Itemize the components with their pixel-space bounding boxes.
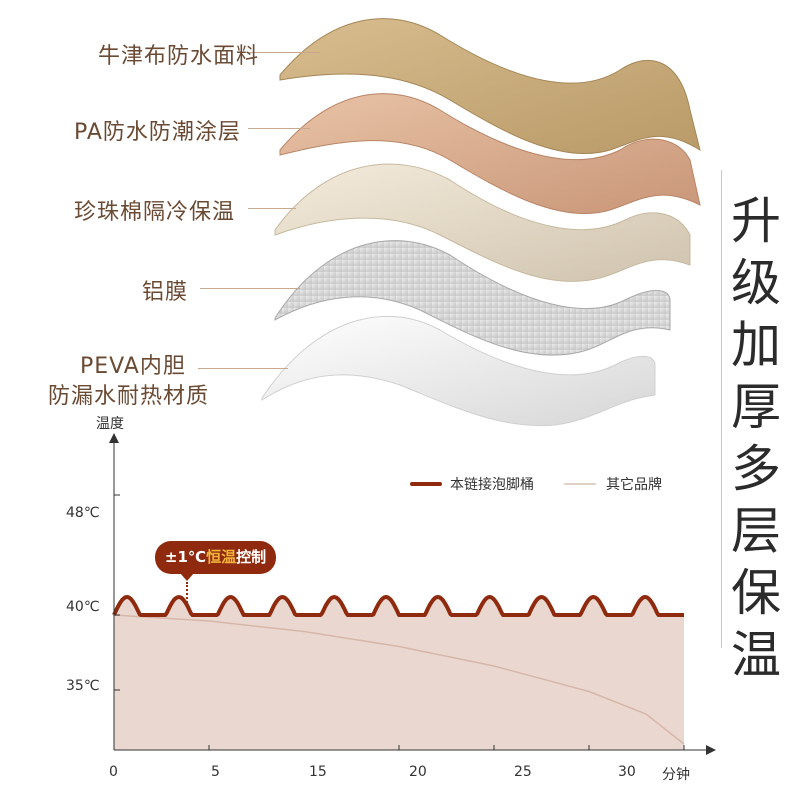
- badge-highlight: 恒温: [206, 548, 237, 566]
- other-brand-line: [113, 614, 685, 745]
- layer-label-oxford: 牛津布防水面料: [98, 44, 260, 69]
- x-tick-label: 0: [109, 764, 118, 780]
- leader-line: [248, 128, 310, 129]
- this-product-line: [112, 595, 685, 617]
- side-title-char: 多: [731, 440, 781, 498]
- side-title-char: 温: [731, 626, 781, 684]
- layer-label-aluminum: 铝膜: [142, 280, 189, 305]
- layer-label-pa: PA防水防潮涂层: [74, 120, 241, 145]
- legend-swatch-this-product: [410, 482, 442, 486]
- leader-line: [200, 288, 300, 289]
- side-title-char: 保: [731, 564, 781, 622]
- badge-prefix: ±1℃: [164, 548, 207, 566]
- y-axis-arrow: [109, 433, 119, 443]
- leader-line: [198, 368, 288, 369]
- side-title-char: 层: [731, 502, 781, 560]
- layer-label-pearl: 珍珠棉隔冷保温: [74, 200, 236, 225]
- side-title-char: 厚: [731, 378, 781, 436]
- badge-suffix: 控制: [236, 548, 267, 566]
- layer-peva-liner: [261, 315, 656, 427]
- x-axis-arrow: [706, 745, 716, 755]
- badge-pointer: [180, 573, 194, 581]
- side-title-char: 升: [731, 192, 781, 250]
- constant-temp-badge: ±1℃恒温控制: [155, 541, 276, 574]
- side-title-char: 级: [731, 254, 781, 312]
- x-tick-label: 5: [211, 764, 220, 780]
- side-title: 升 级 加 厚 多 层 保 温: [726, 190, 786, 686]
- x-tick-label: 20: [409, 764, 427, 780]
- layer-label-peva-2: 防漏水耐热材质: [48, 384, 210, 409]
- legend-label-this-product: 本链接泡脚桶: [450, 477, 534, 493]
- layer-pearl-cotton: [274, 163, 691, 282]
- layer-pa-coating: [279, 93, 701, 215]
- layer-aluminum-film: [274, 240, 671, 356]
- this-product-area: [114, 597, 684, 750]
- layer-oxford-fabric: [279, 18, 701, 155]
- side-divider: [721, 170, 722, 648]
- layer-label-peva-1: PEVA内胆: [80, 354, 186, 379]
- legend-label-other-brand: 其它品牌: [606, 477, 662, 493]
- leader-line: [248, 52, 320, 53]
- x-tick-label: 15: [309, 764, 327, 780]
- legend-swatch-other-brand: [564, 483, 596, 485]
- leader-line: [248, 208, 296, 209]
- y-tick-label: 48℃: [66, 505, 100, 521]
- y-tick-label: 35℃: [66, 678, 100, 694]
- x-tick-label: 30: [618, 764, 636, 780]
- y-tick-label: 40℃: [66, 599, 100, 615]
- badge-dotted-connector: [186, 582, 188, 607]
- side-title-char: 加: [731, 316, 781, 374]
- x-tick-label: 25: [514, 764, 532, 780]
- x-axis-label: 分钟: [662, 767, 690, 783]
- y-axis-label: 温度: [96, 416, 124, 432]
